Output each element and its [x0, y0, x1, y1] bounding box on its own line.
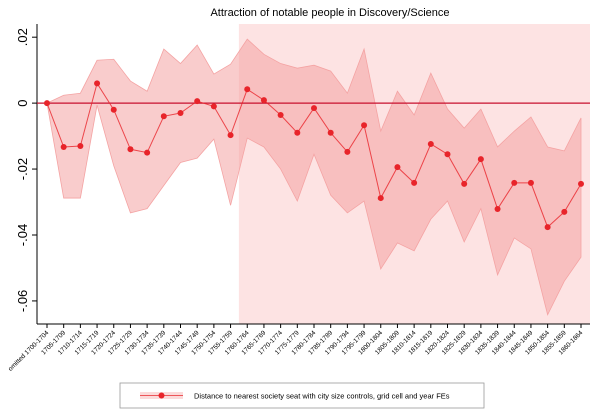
data-point: [177, 110, 184, 117]
data-point: [94, 80, 101, 87]
data-point: [411, 179, 418, 186]
data-point: [361, 122, 368, 129]
data-point: [477, 156, 484, 163]
data-point: [260, 97, 267, 104]
data-point: [377, 195, 384, 202]
data-point: [527, 179, 534, 186]
data-point: [160, 113, 167, 120]
data-point: [544, 224, 551, 231]
y-tick-label: 0: [15, 100, 30, 107]
y-tick-label: .02: [15, 28, 30, 46]
data-point: [394, 164, 401, 171]
data-point: [77, 142, 84, 149]
y-tick-label: -.02: [15, 158, 30, 180]
data-point: [494, 205, 501, 212]
data-point: [110, 106, 117, 113]
confidence-band: [46, 38, 582, 316]
data-point: [444, 151, 451, 158]
data-point: [44, 100, 50, 107]
y-tick-label: -.04: [15, 224, 30, 246]
legend-label: Distance to nearest society seat with ci…: [194, 392, 450, 401]
y-tick-label: -.06: [15, 290, 30, 312]
data-point: [144, 149, 151, 156]
data-point: [327, 129, 334, 136]
data-point: [578, 180, 584, 187]
data-point: [461, 180, 468, 187]
data-point: [427, 141, 434, 147]
chart-title: Attraction of notable people in Discover…: [210, 7, 449, 19]
data-point: [511, 179, 518, 186]
legend-marker: [158, 392, 165, 399]
data-point: [277, 111, 284, 118]
data-point: [210, 103, 217, 110]
data-point: [294, 129, 301, 136]
data-point: [244, 86, 251, 93]
data-point: [194, 98, 201, 105]
data-point: [344, 148, 351, 155]
data-point: [60, 143, 67, 150]
data-point: [227, 132, 234, 139]
data-point: [311, 105, 317, 112]
data-point: [127, 146, 134, 153]
data-point: [561, 208, 568, 215]
